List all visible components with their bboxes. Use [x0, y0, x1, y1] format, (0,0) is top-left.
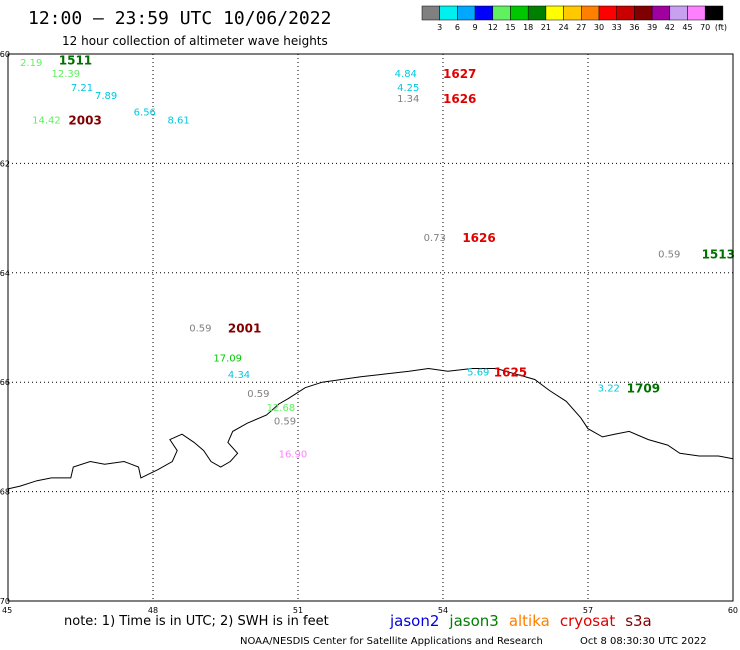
- time-label: 1511: [59, 53, 92, 67]
- satellite-legend-item: s3a: [625, 612, 652, 630]
- colorbar-swatch: [492, 5, 511, 21]
- satellite-legend: jason2 jason3 altika cryosat s3a: [389, 612, 652, 630]
- timestamp: Oct 8 08:30:30 UTC 2022: [580, 636, 707, 647]
- colorbar-swatch: [545, 5, 564, 21]
- satellite-legend-item: jason3: [448, 612, 498, 630]
- swh-value-label: 12.68: [267, 403, 296, 414]
- swh-value-label: 2.19: [20, 58, 42, 69]
- colorbar-swatch: [651, 5, 671, 21]
- y-axis-ticks: -60 -62 -64 -66 -68 -70: [0, 50, 10, 606]
- map-grid: [8, 54, 733, 601]
- colorbar-swatch: [598, 5, 617, 21]
- satellite-legend-item: cryosat: [560, 612, 615, 630]
- colorbar-swatch: [457, 5, 476, 21]
- colorbar-swatch: [527, 5, 547, 21]
- swh-value-label: 3.22: [598, 384, 620, 395]
- time-label: 1709: [627, 382, 660, 396]
- swh-value-label: 0.73: [424, 233, 446, 244]
- footnote: note: 1) Time is in UTC; 2) SWH is in fe…: [64, 614, 329, 629]
- y-tick-label: -68: [0, 488, 10, 497]
- swh-value-label: 0.59: [658, 250, 680, 261]
- colorbar-tick-label: 12: [488, 23, 498, 32]
- swh-value-label: 1.34: [397, 94, 419, 105]
- colorbar-tick-label: 18: [523, 23, 533, 32]
- time-label: 2001: [228, 322, 261, 336]
- x-tick-label: 54: [438, 606, 448, 615]
- y-tick-label: -66: [0, 378, 10, 387]
- y-tick-label: -62: [0, 159, 10, 168]
- chart-subtitle: 12 hour collection of altimeter wave hei…: [62, 34, 328, 48]
- colorbar-swatch: [704, 5, 724, 21]
- x-tick-label: 60: [728, 606, 738, 615]
- colorbar-tick-label: 21: [541, 23, 551, 32]
- colorbar-tick-label: 33: [612, 23, 622, 32]
- swh-value-label: 7.21: [71, 83, 93, 94]
- chart-title: 12:00 – 23:59 UTC 10/06/2022: [28, 8, 331, 29]
- swh-value-label: 6.56: [134, 107, 156, 118]
- swh-value-label: 0.59: [274, 416, 296, 427]
- colorbar-swatch: [563, 5, 582, 21]
- colorbar-tick-label: 15: [505, 23, 515, 32]
- colorbar-tick-label: 42: [665, 23, 675, 32]
- plot-frame: [7, 53, 734, 602]
- swh-value-label: 5.69: [467, 367, 489, 378]
- time-label: 1625: [494, 365, 527, 379]
- swh-value-label: 17.09: [213, 354, 242, 365]
- x-tick-label: 48: [148, 606, 158, 615]
- colorbar-tick-label: 39: [647, 23, 657, 32]
- y-tick-label: -70: [0, 597, 10, 606]
- time-label: 1513: [702, 248, 735, 262]
- time-label: 2003: [68, 114, 101, 128]
- colorbar-tick-label: 30: [594, 23, 604, 32]
- x-tick-label: 57: [583, 606, 593, 615]
- swh-value-label: 14.42: [32, 116, 61, 127]
- swh-value-label: 16.90: [279, 449, 308, 460]
- colorbar-tick-label: 6: [455, 23, 460, 32]
- swh-value-label: 8.61: [168, 116, 190, 127]
- time-labels: 1511 2003 1627 1626 1626 1513 2001 1625 1709: [59, 53, 735, 395]
- coastline: [7, 367, 734, 490]
- credit-line: NOAA/NESDIS Center for Satellite Applica…: [240, 636, 543, 647]
- colorbar-legend: 3 6 9 12 15 18 21 24 27 30 33 36 39 42 45 70 (ft): [421, 5, 727, 32]
- x-tick-label: 45: [2, 606, 12, 615]
- colorbar-tick-label: 27: [576, 23, 586, 32]
- colorbar-tick-label: 24: [559, 23, 569, 32]
- y-tick-label: -60: [0, 50, 10, 59]
- colorbar-tick-label: 36: [629, 23, 639, 32]
- y-tick-label: -64: [0, 269, 10, 278]
- time-label: 1626: [443, 92, 476, 106]
- swh-value-label: 4.25: [397, 83, 419, 94]
- swh-value-label: 4.34: [228, 370, 250, 381]
- colorbar-unit: (ft): [715, 23, 727, 32]
- colorbar-swatch: [510, 5, 529, 21]
- time-label: 1626: [462, 231, 495, 245]
- satellite-legend-item: altika: [509, 612, 550, 630]
- swh-value-label: 0.59: [189, 324, 211, 335]
- colorbar-swatch: [616, 5, 635, 21]
- satellite-legend-item: jason2: [389, 612, 439, 630]
- colorbar-swatch: [474, 5, 494, 21]
- x-axis-ticks: 45 48 51 54 57 60: [2, 606, 738, 615]
- colorbar-tick-label: 70: [700, 23, 710, 32]
- time-label: 1627: [443, 67, 476, 81]
- swh-values: 2.19 12.39 7.217.89 6.56 8.61 14.42 4.84 4.251.…: [20, 58, 680, 460]
- x-tick-label: 51: [293, 606, 303, 615]
- swh-value-label: 12.39: [52, 69, 81, 80]
- colorbar-swatch: [687, 5, 706, 21]
- colorbar-tick-label: 9: [473, 23, 478, 32]
- colorbar-swatch: [439, 5, 458, 21]
- colorbar-tick-label: 45: [682, 23, 692, 32]
- colorbar-swatch: [581, 5, 600, 21]
- colorbar-swatch: [634, 5, 653, 21]
- swh-value-label: 0.59: [247, 389, 269, 400]
- colorbar-swatch: [421, 5, 440, 21]
- swh-value-label: 7.89: [95, 91, 117, 102]
- swh-value-label: 4.84: [395, 69, 417, 80]
- colorbar-swatch: [669, 5, 688, 21]
- colorbar-tick-label: 3: [437, 23, 442, 32]
